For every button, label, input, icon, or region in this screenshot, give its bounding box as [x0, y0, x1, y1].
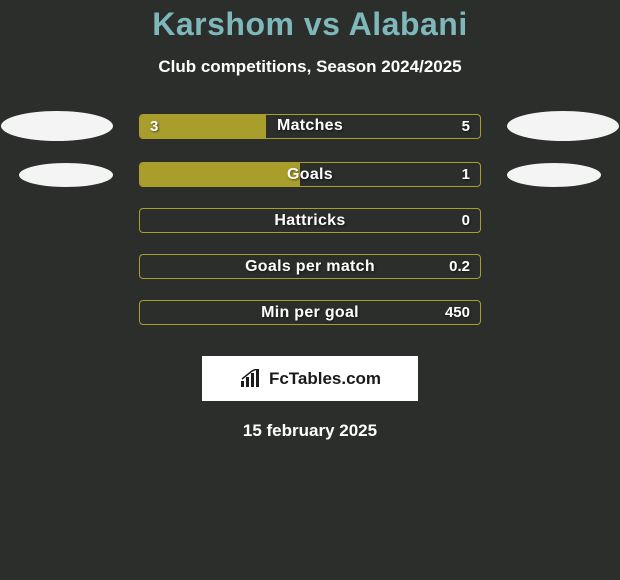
player-left-avatar-small	[19, 163, 113, 187]
player-right-avatar-small	[507, 163, 601, 187]
comparison-card: Karshom vs Alabani Club competitions, Se…	[0, 0, 620, 441]
brand-badge[interactable]: FcTables.com	[202, 356, 418, 401]
stat-bar: Min per goal 450	[139, 300, 481, 325]
player-left-avatar	[1, 111, 113, 141]
stat-right-value: 0.2	[449, 255, 470, 278]
date-text: 15 february 2025	[0, 421, 620, 441]
stat-label: Hattricks	[140, 209, 480, 232]
stat-label: Goals per match	[140, 255, 480, 278]
stat-label: Goals	[140, 163, 480, 186]
page-title: Karshom vs Alabani	[0, 6, 620, 43]
stat-label: Matches	[140, 115, 480, 138]
stat-right-value: 1	[462, 163, 470, 186]
subtitle: Club competitions, Season 2024/2025	[0, 57, 620, 77]
stat-right-value: 450	[445, 301, 470, 324]
player-right-avatar	[507, 111, 619, 141]
stat-bar: Hattricks 0	[139, 208, 481, 233]
stat-bar: Goals 1	[139, 162, 481, 187]
stat-row-goals: Goals 1	[0, 162, 620, 187]
brand-text: FcTables.com	[269, 369, 381, 389]
chart-icon	[239, 369, 263, 389]
stat-right-value: 5	[462, 115, 470, 138]
stat-right-value: 0	[462, 209, 470, 232]
stat-bar: Goals per match 0.2	[139, 254, 481, 279]
stat-label: Min per goal	[140, 301, 480, 324]
stat-row-matches: 3 Matches 5	[0, 111, 620, 141]
stat-bar: 3 Matches 5	[139, 114, 481, 139]
stat-rows-rest: Hattricks 0 Goals per match 0.2 Min per …	[0, 208, 620, 346]
